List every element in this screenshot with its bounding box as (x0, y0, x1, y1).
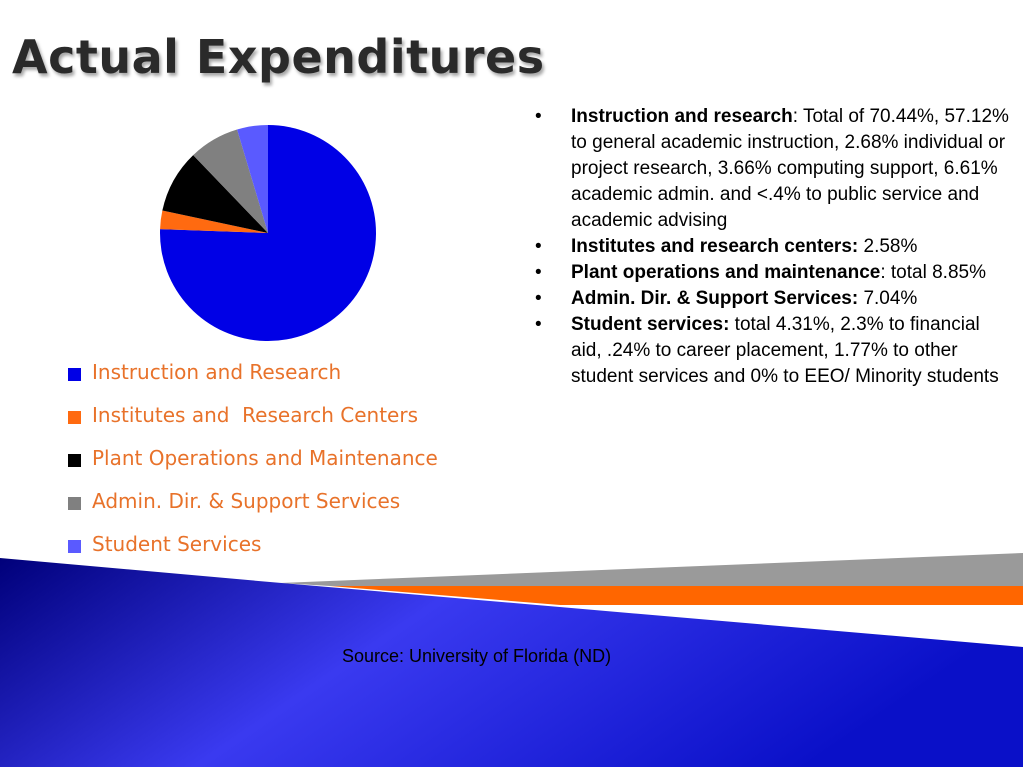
bullet-text: : total 8.85% (880, 262, 986, 283)
bullet-text: : Total of 70.44%, 57.12% to general aca… (571, 106, 1009, 231)
bullet-heading: Admin. Dir. & Support Services: (571, 288, 859, 309)
legend-item: Student Services (68, 522, 438, 565)
bullet-heading: Instruction and research (571, 106, 793, 127)
legend-item: Plant Operations and Maintenance (68, 436, 438, 479)
bullet-item: Plant operations and maintenance: total … (533, 260, 1011, 286)
pie-slice-student-services (237, 125, 268, 233)
legend-label: Institutes and Research Centers (92, 402, 419, 427)
bullet-item: Student services: total 4.31%, 2.3% to f… (533, 312, 1011, 390)
bullet-text: 7.04% (858, 288, 918, 309)
legend-swatch (68, 411, 81, 424)
legend-swatch (68, 497, 81, 510)
pie-slice-institutes-and-research-centers (160, 210, 268, 233)
bullet-text: total 4.31%, 2.3% to financial aid, .24%… (571, 314, 999, 387)
bullet-heading: Plant operations and maintenance (571, 262, 881, 283)
orange-stripe (330, 586, 1023, 605)
bullet-item: Admin. Dir. & Support Services: 7.04% (533, 286, 1011, 312)
legend-item: Institutes and Research Centers (68, 393, 438, 436)
legend-label: Student Services (92, 531, 262, 556)
bullet-item: Instruction and research: Total of 70.44… (533, 104, 1011, 234)
legend-label: Admin. Dir. & Support Services (92, 488, 401, 513)
chart-legend: Instruction and Research Institutes and R… (68, 350, 438, 565)
pie-slice-admin-dir-support-services (193, 129, 268, 233)
blue-band (0, 558, 1023, 767)
bullet-list: Instruction and research: Total of 70.44… (533, 104, 1011, 390)
source-citation: Source: University of Florida (ND) (342, 646, 612, 666)
legend-swatch (68, 540, 81, 553)
bullet-heading: Student services: (571, 314, 730, 335)
gray-stripe (280, 553, 1023, 586)
legend-swatch (68, 454, 81, 467)
bullet-text: 2.58% (858, 236, 918, 257)
legend-label: Plant Operations and Maintenance (92, 445, 438, 470)
expenditure-pie-chart (160, 125, 376, 341)
bullet-heading: Institutes and research centers: (571, 236, 859, 257)
pie-slice-plant-operations-and-maintenance (162, 155, 268, 233)
legend-swatch (68, 368, 81, 381)
legend-label: Instruction and Research (92, 359, 342, 384)
bullet-item: Institutes and research centers: 2.58% (533, 234, 1011, 260)
legend-item: Instruction and Research (68, 350, 438, 393)
slide-title: Actual Expenditures (12, 30, 545, 84)
legend-item: Admin. Dir. & Support Services (68, 479, 438, 522)
